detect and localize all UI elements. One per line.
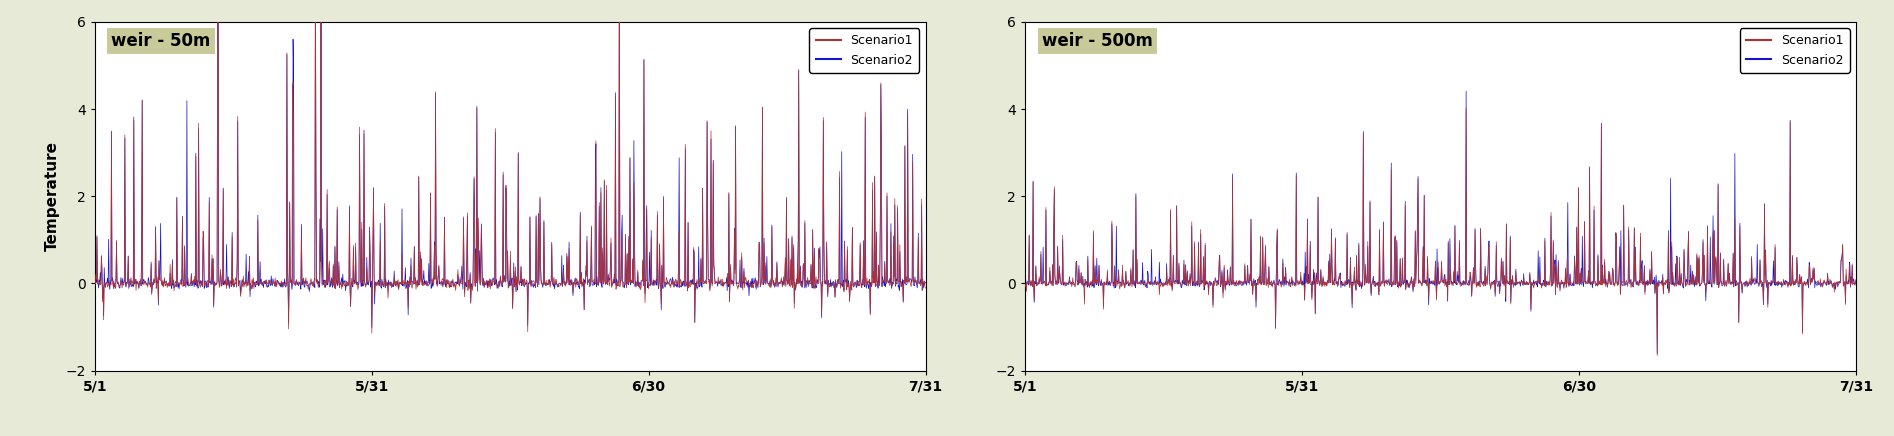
Text: weir - 50m: weir - 50m — [112, 32, 210, 50]
Y-axis label: Temperature: Temperature — [45, 141, 61, 251]
Text: weir - 500m: weir - 500m — [1042, 32, 1153, 50]
Legend: Scenario1, Scenario2: Scenario1, Scenario2 — [1741, 28, 1850, 73]
Legend: Scenario1, Scenario2: Scenario1, Scenario2 — [809, 28, 919, 73]
